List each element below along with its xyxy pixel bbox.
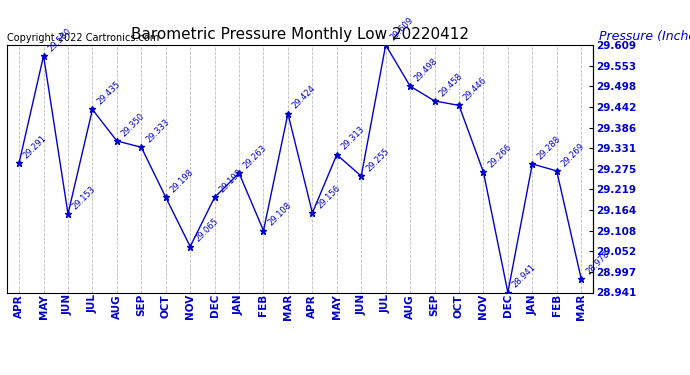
Text: 28.941: 28.941 bbox=[511, 263, 538, 290]
Text: 29.153: 29.153 bbox=[71, 184, 98, 211]
Text: Copyright 2022 Cartronics.com: Copyright 2022 Cartronics.com bbox=[7, 33, 159, 42]
Text: 29.435: 29.435 bbox=[95, 80, 122, 107]
Text: 29.198: 29.198 bbox=[168, 168, 195, 195]
Text: Pressure (Inches/Hg): Pressure (Inches/Hg) bbox=[599, 30, 690, 42]
Text: 29.424: 29.424 bbox=[290, 84, 317, 111]
Text: 29.458: 29.458 bbox=[437, 71, 464, 98]
Text: 29.580: 29.580 bbox=[46, 26, 73, 53]
Text: 29.255: 29.255 bbox=[364, 147, 391, 173]
Title: Barometric Pressure Monthly Low 20220412: Barometric Pressure Monthly Low 20220412 bbox=[131, 27, 469, 42]
Text: 29.266: 29.266 bbox=[486, 142, 513, 169]
Text: 29.065: 29.065 bbox=[193, 217, 220, 244]
Text: 29.156: 29.156 bbox=[315, 183, 342, 210]
Text: 29.498: 29.498 bbox=[413, 57, 440, 83]
Text: 29.313: 29.313 bbox=[339, 125, 366, 152]
Text: 29.269: 29.269 bbox=[560, 141, 586, 168]
Text: 29.609: 29.609 bbox=[388, 15, 415, 42]
Text: 29.333: 29.333 bbox=[144, 117, 171, 144]
Text: 29.288: 29.288 bbox=[535, 134, 562, 161]
Text: 29.291: 29.291 bbox=[22, 133, 49, 160]
Text: 29.108: 29.108 bbox=[266, 201, 293, 228]
Text: 29.263: 29.263 bbox=[241, 144, 269, 170]
Text: 29.350: 29.350 bbox=[119, 111, 146, 138]
Text: 29.446: 29.446 bbox=[462, 76, 489, 103]
Text: 29.198: 29.198 bbox=[217, 168, 244, 195]
Text: 28.978: 28.978 bbox=[584, 249, 611, 276]
